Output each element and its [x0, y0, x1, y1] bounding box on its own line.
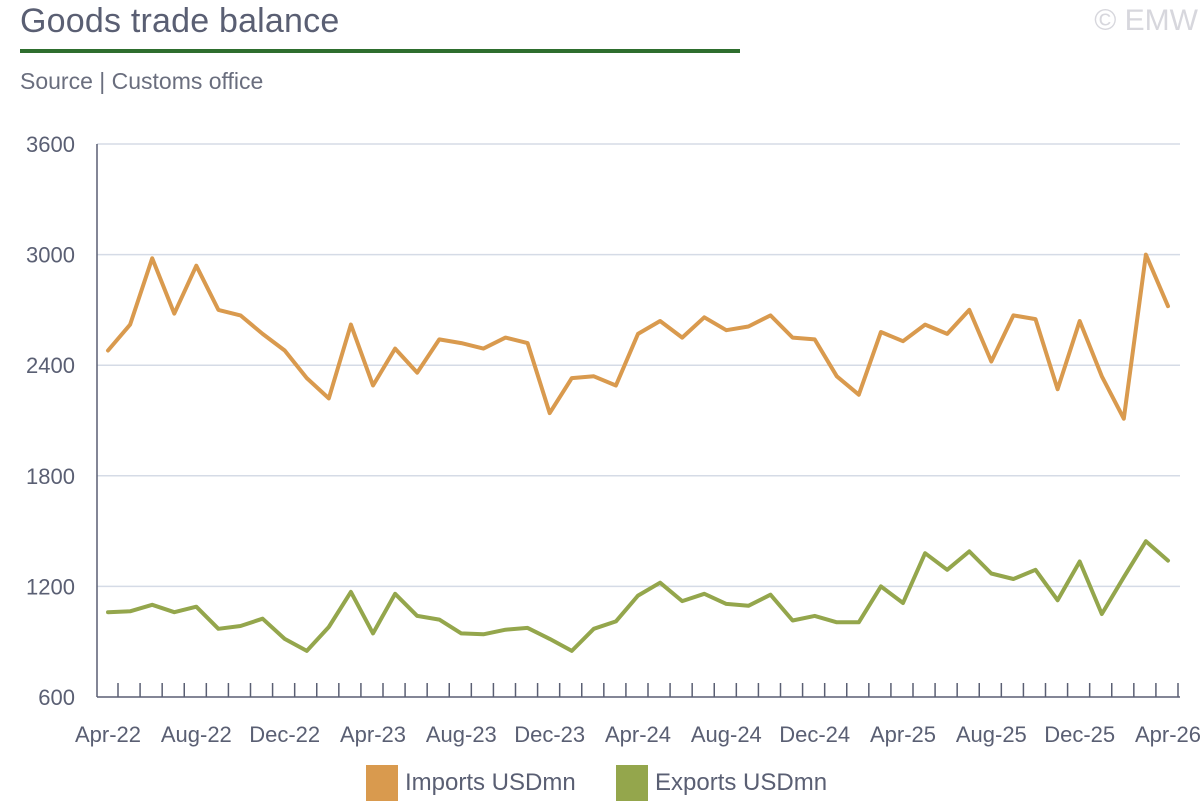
x-tick-label: Dec-23: [514, 722, 585, 747]
series-line-exports: [108, 541, 1168, 651]
legend-swatch-exports: [616, 765, 648, 801]
y-tick-label: 3600: [26, 132, 75, 157]
x-tick-label: Aug-25: [956, 722, 1027, 747]
legend-label-exports: Exports USDmn: [655, 769, 827, 797]
legend-item-exports: Exports USDmn: [616, 765, 827, 801]
legend-swatch-imports: [366, 765, 398, 801]
x-tick-label: Dec-22: [249, 722, 320, 747]
x-tick-label: Dec-25: [1044, 722, 1115, 747]
x-tick-label: Dec-24: [779, 722, 850, 747]
x-tick-label: Apr-26: [1135, 722, 1200, 747]
y-tick-label: 1200: [26, 574, 75, 599]
x-tick-label: Aug-22: [161, 722, 232, 747]
x-tick-label: Aug-24: [691, 722, 762, 747]
x-tick-label: Apr-25: [870, 722, 936, 747]
line-chart: 600 1200 1800 2400 3000 3600 Apr-22 Aug-22 Dec-2…: [0, 0, 1200, 760]
x-tick-label: Apr-23: [340, 722, 406, 747]
legend-item-imports: Imports USDmn: [366, 765, 576, 801]
x-tick-label: Apr-24: [605, 722, 671, 747]
legend-label-imports: Imports USDmn: [405, 769, 576, 797]
y-tick-label: 2400: [26, 353, 75, 378]
x-tick-label: Aug-23: [426, 722, 497, 747]
series-line-imports: [108, 255, 1168, 419]
chart-legend: Imports USDmn Exports USDmn: [0, 765, 1200, 801]
x-tick-label: Apr-22: [75, 722, 141, 747]
y-tick-label: 3000: [26, 243, 75, 268]
y-tick-label: 600: [38, 685, 75, 710]
y-tick-label: 1800: [26, 464, 75, 489]
